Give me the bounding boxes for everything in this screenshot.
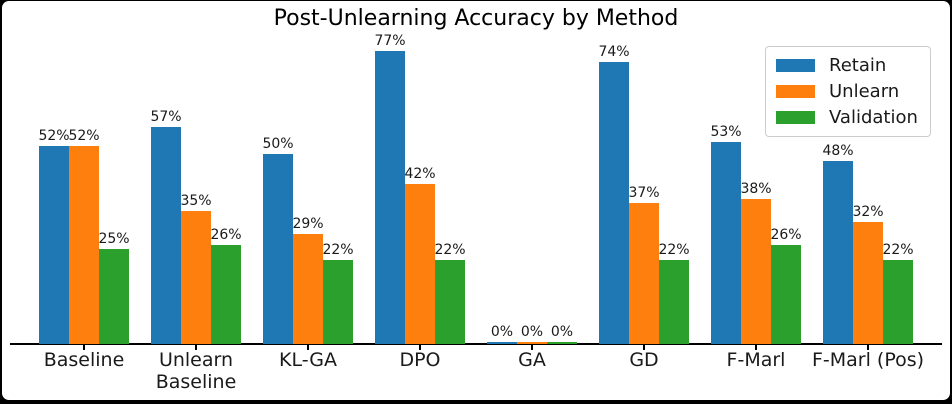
bar-value-label: 29% [292,215,324,232]
x-category-label: DPO [399,349,441,371]
retain-swatch-icon [776,59,815,72]
bar-validation [659,260,689,344]
bar-validation [883,260,913,344]
bar-value-label: 38% [740,181,772,198]
x-axis-tick [531,345,533,350]
bar-value-label: 0% [520,324,544,340]
bar-value-label: 22% [322,242,354,259]
legend: Retain Unlearn Validation [765,46,931,137]
bar-value-label: 52% [68,127,100,144]
bar-validation [435,260,465,344]
bar-unlearn [405,183,435,344]
bar-unlearn [629,203,659,344]
bar-retain [599,62,629,344]
bar-retain [487,342,517,344]
chart-title: Post-Unlearning Accuracy by Method [273,6,679,31]
bar-unlearn [293,233,323,344]
plot-area: 52% 52% 25% Baseline 57% 35% 26% Unlearn Baseli… [10,1,944,400]
bar-value-label: 35% [180,192,212,209]
x-axis-line [10,343,942,345]
unlearn-swatch-icon [776,85,815,98]
x-category-label: GA [518,349,546,371]
bar-value-label: 57% [150,108,182,125]
legend-item-validation: Validation [776,107,920,128]
x-category-label: F-Marl (Pos) [811,349,925,371]
bar-value-label: 52% [38,127,70,144]
bar-retain [151,126,181,344]
bar-value-label: 22% [434,242,466,259]
bar-validation [323,260,353,344]
x-category-label: Baseline [43,349,125,371]
x-axis-tick [419,345,421,350]
bar-value-label: 0% [550,324,574,340]
legend-item-unlearn: Unlearn [776,81,920,102]
validation-swatch-icon [776,111,815,124]
x-axis-tick [307,345,309,350]
bar-unlearn [517,342,547,344]
bar-value-label: 37% [628,185,660,202]
bar-value-label: 32% [852,204,884,221]
bar-unlearn [181,210,211,344]
bar-unlearn [741,199,771,344]
bar-value-label: 22% [882,242,914,259]
x-axis-tick [643,345,645,350]
x-category-label: Unlearn Baseline [155,349,237,394]
bar-value-label: 53% [710,124,742,141]
bar-validation [211,244,241,344]
bar-value-label: 42% [404,165,436,182]
legend-label-retain: Retain [829,55,887,76]
bar-value-label: 25% [98,230,130,247]
x-axis-tick [195,345,197,350]
bar-value-label: 26% [770,226,802,243]
x-category-label: KL-GA [279,349,337,371]
bar-value-label: 48% [822,143,854,160]
bar-value-label: 74% [598,44,630,61]
x-axis-tick [755,345,757,350]
bar-validation [99,248,129,344]
x-category-label: GD [629,349,659,371]
bar-retain [711,142,741,344]
legend-label-validation: Validation [829,107,918,128]
bar-retain [39,145,69,344]
bar-value-label: 0% [490,324,514,340]
legend-label-unlearn: Unlearn [829,81,900,102]
bar-retain [375,50,405,344]
x-axis-tick [867,345,869,350]
bar-validation [771,244,801,344]
bar-retain [823,161,853,344]
legend-item-retain: Retain [776,55,920,76]
bar-value-label: 26% [210,226,242,243]
bar-value-label: 77% [374,32,406,49]
bar-unlearn [853,222,883,344]
bar-retain [263,153,293,344]
bar-validation [547,342,577,344]
bar-value-label: 22% [658,242,690,259]
x-category-label: F-Marl [726,349,786,371]
bar-value-label: 50% [262,135,294,152]
bar-unlearn [69,145,99,344]
x-axis-tick [83,345,85,350]
